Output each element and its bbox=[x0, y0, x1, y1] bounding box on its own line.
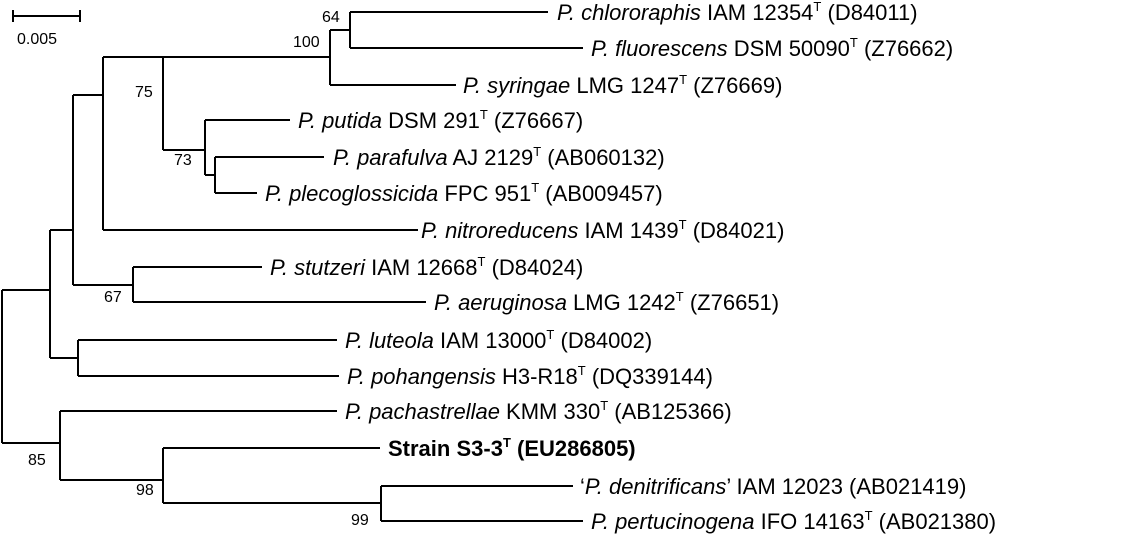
taxon-label-putida: P. putida DSM 291T (Z76667) bbox=[298, 107, 583, 133]
taxon-label-parafulva: P. parafulva AJ 2129T (AB060132) bbox=[333, 144, 665, 170]
bootstrap-value: 73 bbox=[174, 152, 192, 169]
taxon-label-aeruginosa: P. aeruginosa LMG 1242T (Z76651) bbox=[434, 289, 779, 315]
type-strain-superscript: T bbox=[533, 144, 541, 159]
taxon-species-name: P. putida bbox=[298, 108, 382, 133]
taxon-species-name: P. stutzeri bbox=[270, 255, 366, 280]
type-strain-superscript: T bbox=[531, 180, 539, 195]
taxon-label-stutzeri: P. stutzeri IAM 12668T (D84024) bbox=[270, 254, 583, 280]
type-strain-superscript: T bbox=[813, 0, 821, 14]
type-strain-superscript: T bbox=[503, 435, 511, 450]
taxon-species-name: P. denitrificans bbox=[585, 474, 726, 499]
bootstrap-value: 100 bbox=[293, 34, 320, 51]
taxon-label-pachastrellae: P. pachastrellae KMM 330T (AB125366) bbox=[345, 398, 732, 424]
taxon-species-name: P. pachastrellae bbox=[345, 399, 500, 424]
accession-number: (AB009457) bbox=[539, 181, 663, 206]
accession-number: (AB125366) bbox=[608, 399, 732, 424]
taxon-species-name: P. fluorescens bbox=[591, 36, 728, 61]
accession-number: (AB021380) bbox=[873, 509, 997, 534]
taxon-species-name: P. parafulva bbox=[333, 145, 448, 170]
bootstrap-value: 75 bbox=[135, 84, 153, 101]
accession-number: (DQ339144) bbox=[586, 364, 713, 389]
accession-number: (D84021) bbox=[687, 218, 785, 243]
type-strain-superscript: T bbox=[865, 508, 873, 523]
accession-number: (Z76651) bbox=[684, 290, 779, 315]
scale-bar bbox=[12, 10, 81, 22]
type-strain-superscript: T bbox=[480, 107, 488, 122]
accession-number: (EU286805) bbox=[511, 436, 636, 461]
taxon-labels: P. chlororaphis IAM 12354T (D84011) P. f… bbox=[265, 0, 996, 534]
accession-number: (AB060132) bbox=[541, 145, 665, 170]
taxon-label-fluorescens: P. fluorescens DSM 50090T (Z76662) bbox=[591, 35, 953, 61]
type-strain-superscript: T bbox=[850, 35, 858, 50]
type-strain-superscript: T bbox=[679, 217, 687, 232]
bootstrap-value: 99 bbox=[351, 512, 369, 529]
accession-number: (D84024) bbox=[485, 255, 583, 280]
taxon-label-nitroreducens: P. nitroreducens IAM 1439T (D84021) bbox=[421, 217, 784, 243]
accession-number: (Z76662) bbox=[858, 36, 953, 61]
type-strain-superscript: T bbox=[478, 254, 486, 269]
scale-bar-label: 0.005 bbox=[17, 31, 57, 48]
taxon-species-name: P. luteola bbox=[345, 328, 434, 353]
bootstrap-value: 64 bbox=[322, 9, 340, 26]
taxon-species-name: P. pohangensis bbox=[347, 364, 496, 389]
taxon-label-pertucinogena: P. pertucinogena IFO 14163T (AB021380) bbox=[591, 508, 996, 534]
type-strain-superscript: T bbox=[546, 327, 554, 342]
type-strain-superscript: T bbox=[679, 72, 687, 87]
type-strain-superscript: T bbox=[578, 363, 586, 378]
bootstrap-value: 85 bbox=[28, 452, 46, 469]
accession-number: (Z76667) bbox=[488, 108, 583, 133]
taxon-species-name: P. plecoglossicida bbox=[265, 181, 438, 206]
taxon-species-name: P. aeruginosa bbox=[434, 290, 567, 315]
taxon-label-pohangensis: P. pohangensis H3-R18T (DQ339144) bbox=[347, 363, 713, 389]
accession-number: (Z76669) bbox=[687, 73, 782, 98]
accession-number: (D84011) bbox=[821, 0, 917, 25]
bootstrap-value: 67 bbox=[104, 289, 122, 306]
taxon-species-name: P. syringae bbox=[463, 73, 570, 98]
bootstrap-values: 64 100 75 73 67 85 98 99 bbox=[28, 9, 369, 529]
accession-number: (D84002) bbox=[554, 328, 652, 353]
bootstrap-value: 98 bbox=[136, 482, 154, 499]
taxon-species-name: P. nitroreducens bbox=[421, 218, 578, 243]
taxon-label-plecoglossicida: P. plecoglossicida FPC 951T (AB009457) bbox=[265, 180, 663, 206]
taxon-label-luteola: P. luteola IAM 13000T (D84002) bbox=[345, 327, 652, 353]
taxon-label-strain-s3-3: Strain S3-3T (EU286805) bbox=[388, 435, 636, 461]
type-strain-superscript: T bbox=[600, 398, 608, 413]
taxon-label-chlororaphis: P. chlororaphis IAM 12354T (D84011) bbox=[557, 0, 918, 25]
accession-number: (AB021419) bbox=[843, 474, 967, 499]
type-strain-superscript: T bbox=[676, 289, 684, 304]
taxon-species-name: P. pertucinogena bbox=[591, 509, 755, 534]
tree-branches bbox=[1, 11, 583, 522]
taxon-label-syringae: P. syringae LMG 1247T (Z76669) bbox=[463, 72, 782, 98]
taxon-label-denitrificans: ‘P. denitrificans’ IAM 12023 (AB021419) bbox=[580, 474, 966, 499]
taxon-species-name: P. chlororaphis bbox=[557, 0, 701, 25]
